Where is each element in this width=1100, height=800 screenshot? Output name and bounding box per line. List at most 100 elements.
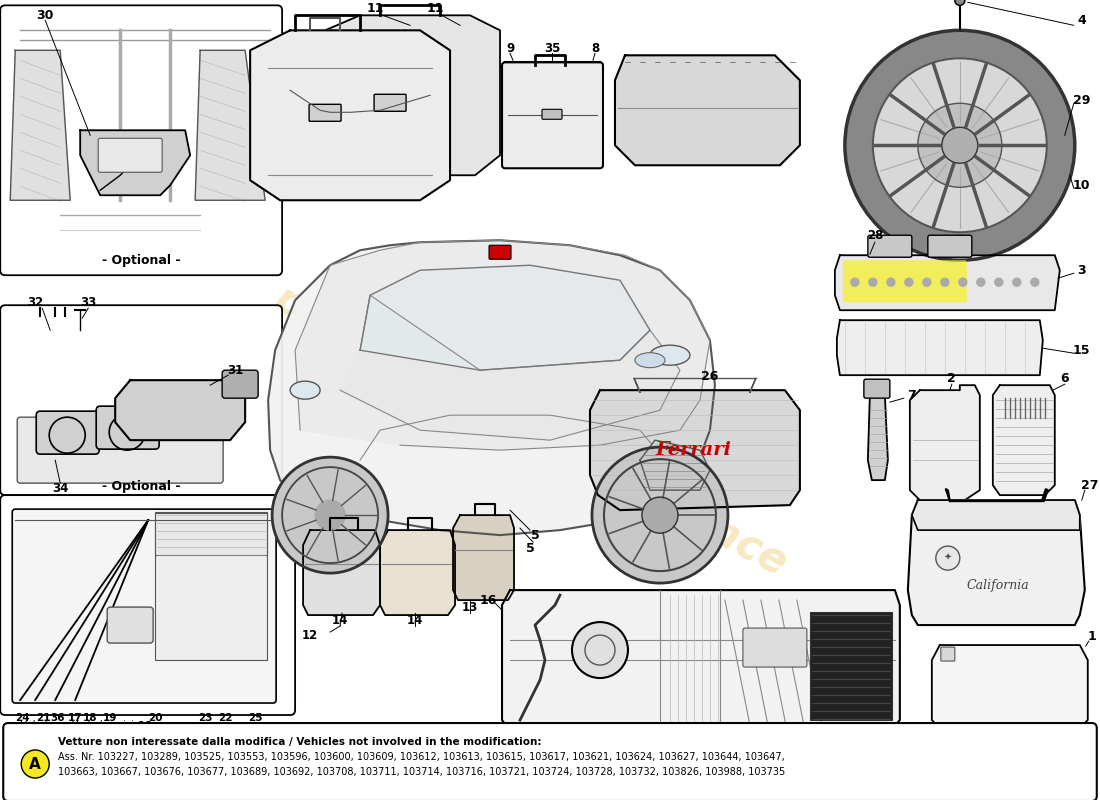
Text: 22: 22 — [218, 713, 232, 723]
Polygon shape — [932, 645, 1088, 728]
Text: 30: 30 — [36, 9, 54, 22]
Text: 23: 23 — [570, 733, 585, 743]
Polygon shape — [340, 295, 680, 440]
Text: Ferrari: Ferrari — [654, 441, 730, 459]
Text: Valid till...see description: Valid till...see description — [20, 728, 143, 738]
Text: 18: 18 — [82, 713, 98, 723]
Circle shape — [923, 278, 931, 286]
Circle shape — [940, 278, 949, 286]
Text: 36: 36 — [50, 713, 65, 723]
Circle shape — [959, 278, 967, 286]
FancyBboxPatch shape — [0, 6, 282, 275]
Text: 10: 10 — [1072, 178, 1090, 192]
Text: 14: 14 — [332, 614, 349, 626]
Polygon shape — [116, 380, 245, 440]
Text: passion for performance: passion for performance — [266, 277, 794, 584]
Text: 27: 27 — [1081, 478, 1099, 492]
Text: 24: 24 — [540, 733, 556, 743]
Text: 19: 19 — [103, 713, 118, 723]
Circle shape — [592, 447, 728, 583]
Text: 16: 16 — [138, 721, 153, 731]
Circle shape — [642, 497, 678, 533]
Text: ✦: ✦ — [944, 553, 952, 563]
Circle shape — [851, 278, 859, 286]
Text: 8: 8 — [591, 42, 600, 55]
Text: 7: 7 — [908, 389, 916, 402]
FancyBboxPatch shape — [222, 370, 258, 398]
Text: 4: 4 — [1077, 14, 1086, 27]
Text: 25: 25 — [248, 713, 263, 723]
Circle shape — [977, 278, 985, 286]
Text: 34: 34 — [52, 482, 68, 494]
Circle shape — [942, 127, 978, 163]
Text: 5: 5 — [526, 542, 535, 554]
Text: 28: 28 — [867, 229, 883, 242]
Text: 11: 11 — [366, 2, 384, 15]
Text: 17: 17 — [761, 733, 777, 743]
Circle shape — [572, 622, 628, 678]
FancyBboxPatch shape — [374, 94, 406, 111]
Ellipse shape — [635, 353, 666, 368]
Text: 23: 23 — [198, 713, 212, 723]
FancyBboxPatch shape — [940, 647, 955, 661]
FancyBboxPatch shape — [309, 104, 341, 122]
Text: 20: 20 — [147, 713, 163, 723]
FancyBboxPatch shape — [96, 406, 160, 449]
FancyBboxPatch shape — [843, 260, 967, 302]
FancyBboxPatch shape — [155, 512, 267, 660]
Text: - Optional -: - Optional - — [102, 480, 180, 493]
Circle shape — [1013, 278, 1021, 286]
Circle shape — [936, 546, 960, 570]
Polygon shape — [868, 395, 888, 480]
Circle shape — [21, 750, 50, 778]
Polygon shape — [910, 385, 980, 500]
FancyBboxPatch shape — [502, 62, 603, 168]
Text: 22: 22 — [606, 733, 621, 743]
Polygon shape — [590, 390, 800, 510]
Polygon shape — [360, 266, 650, 370]
Circle shape — [315, 500, 345, 530]
Polygon shape — [640, 440, 710, 490]
Text: California: California — [967, 578, 1030, 591]
Text: 21: 21 — [635, 733, 651, 743]
Polygon shape — [295, 240, 710, 450]
Circle shape — [994, 278, 1003, 286]
Text: 16: 16 — [480, 594, 497, 606]
Circle shape — [869, 278, 877, 286]
Text: 15: 15 — [1072, 344, 1090, 357]
Circle shape — [272, 457, 388, 573]
Polygon shape — [326, 15, 500, 175]
Text: 17: 17 — [68, 713, 82, 723]
Polygon shape — [993, 385, 1055, 495]
Text: 9: 9 — [506, 42, 514, 55]
Polygon shape — [10, 50, 70, 200]
Circle shape — [1031, 278, 1038, 286]
FancyBboxPatch shape — [98, 138, 162, 172]
Text: 3: 3 — [1078, 264, 1086, 277]
Ellipse shape — [650, 345, 690, 365]
FancyBboxPatch shape — [155, 513, 267, 555]
Text: 32: 32 — [28, 296, 43, 309]
Circle shape — [917, 103, 1002, 187]
Circle shape — [887, 278, 895, 286]
Text: 31: 31 — [227, 364, 243, 377]
FancyBboxPatch shape — [810, 612, 892, 720]
FancyBboxPatch shape — [742, 628, 807, 667]
Circle shape — [905, 278, 913, 286]
Text: 21: 21 — [36, 713, 51, 723]
Text: 29: 29 — [1074, 94, 1090, 106]
Polygon shape — [615, 55, 800, 166]
Polygon shape — [381, 530, 455, 615]
Circle shape — [873, 58, 1047, 232]
FancyBboxPatch shape — [3, 723, 1097, 800]
Text: Ass. Nr. 103227, 103289, 103525, 103553, 103596, 103600, 103609, 103612, 103613,: Ass. Nr. 103227, 103289, 103525, 103553,… — [58, 752, 785, 762]
Text: 35: 35 — [543, 42, 560, 55]
FancyBboxPatch shape — [490, 246, 512, 259]
Text: 19: 19 — [802, 733, 817, 743]
Text: 12: 12 — [302, 629, 318, 642]
FancyBboxPatch shape — [12, 509, 276, 703]
FancyBboxPatch shape — [868, 235, 912, 258]
Polygon shape — [835, 255, 1059, 310]
Text: 11: 11 — [427, 2, 443, 15]
Text: 36: 36 — [660, 733, 675, 743]
